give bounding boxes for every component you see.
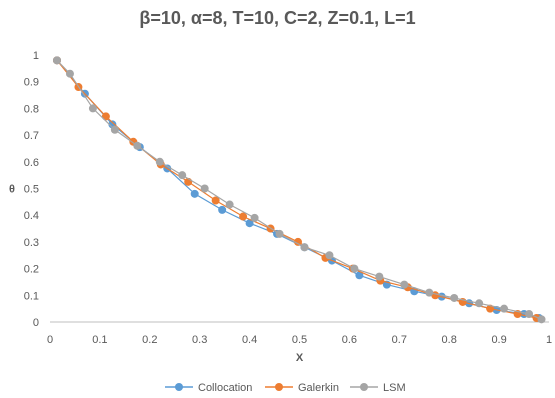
data-point-0: [355, 271, 364, 280]
data-point-2: [200, 184, 209, 193]
series-line-0: [56, 59, 540, 319]
x-tick-label: 0.5: [292, 334, 307, 346]
data-point-2: [325, 251, 334, 260]
legend-label: Collocation: [198, 382, 252, 394]
data-point-0: [190, 189, 199, 198]
y-tick-label: 0.2: [24, 264, 39, 276]
y-tick-label: 0: [33, 317, 39, 329]
data-point-2: [300, 243, 309, 252]
x-tick-label: 0.8: [442, 334, 457, 346]
y-tick-label: 0.6: [24, 157, 39, 169]
y-tick-label: 0.5: [24, 184, 39, 196]
data-point-2: [110, 125, 119, 134]
data-point-2: [275, 229, 284, 238]
data-point-2: [178, 171, 187, 180]
legend-marker: [360, 383, 368, 391]
legend-marker: [175, 383, 183, 391]
data-point-2: [225, 200, 234, 209]
data-point-0: [218, 205, 227, 214]
y-tick-label: 0.4: [24, 210, 39, 222]
data-point-2: [450, 293, 459, 302]
x-tick-label: 0.6: [342, 334, 357, 346]
data-point-2: [475, 299, 484, 308]
y-tick-label: 0.1: [24, 290, 39, 302]
y-tick-label: 0.8: [24, 103, 39, 115]
x-tick-label: 0: [47, 334, 53, 346]
data-point-1: [239, 212, 248, 221]
legend-marker: [275, 383, 283, 391]
legend-label: Galerkin: [298, 382, 339, 394]
data-point-2: [537, 315, 546, 324]
legend-label: LSM: [383, 382, 406, 394]
y-axis-title: θ: [9, 184, 15, 196]
y-tick-label: 0.3: [24, 237, 39, 249]
x-tick-label: 0.9: [491, 334, 506, 346]
x-tick-label: 0.7: [392, 334, 407, 346]
data-point-2: [250, 213, 259, 222]
x-tick-label: 0.1: [92, 334, 107, 346]
data-point-2: [88, 104, 97, 113]
data-point-2: [400, 280, 409, 289]
data-point-1: [211, 196, 220, 205]
data-point-2: [52, 56, 61, 65]
data-point-2: [525, 309, 534, 318]
y-tick-label: 0.7: [24, 130, 39, 142]
x-tick-label: 0.2: [142, 334, 157, 346]
y-tick-label: 0.9: [24, 77, 39, 89]
x-tick-label: 0.3: [192, 334, 207, 346]
data-point-2: [375, 272, 384, 281]
data-point-0: [245, 219, 254, 228]
data-point-2: [65, 69, 74, 78]
x-tick-label: 0.4: [242, 334, 257, 346]
data-point-2: [133, 141, 142, 150]
x-axis-title: X: [296, 352, 304, 364]
data-point-1: [101, 112, 110, 121]
chart-title: β=10, α=8, T=10, C=2, Z=0.1, L=1: [139, 8, 416, 28]
series-line-1: [56, 59, 537, 319]
x-tick-label: 1: [546, 334, 552, 346]
data-point-2: [425, 288, 434, 297]
data-point-1: [294, 237, 303, 246]
data-point-2: [350, 264, 359, 273]
series-line-2: [56, 59, 542, 320]
data-point-2: [500, 304, 509, 313]
data-point-2: [155, 157, 164, 166]
y-tick-label: 1: [33, 50, 39, 62]
